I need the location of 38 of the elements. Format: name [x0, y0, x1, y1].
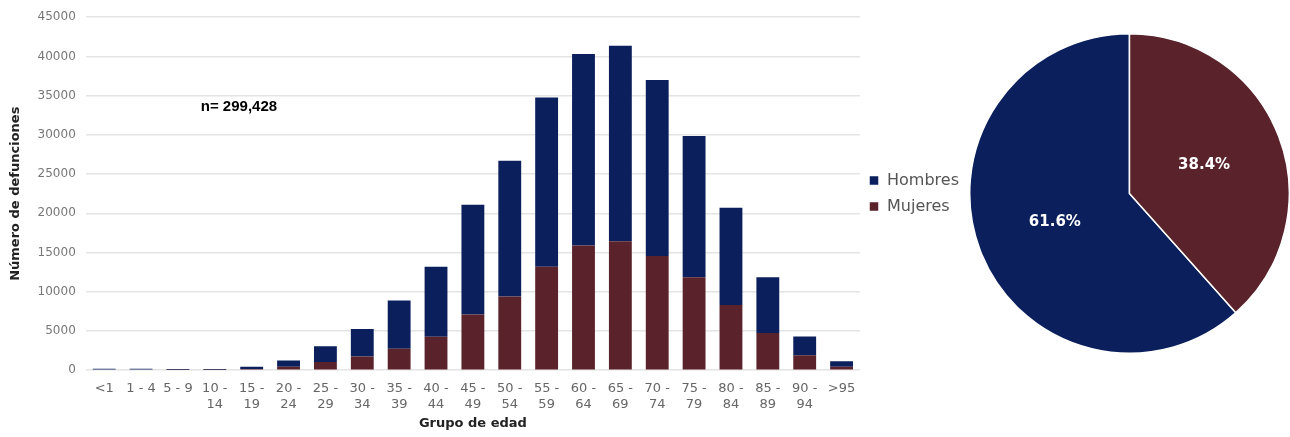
- y-tick-label: 10000: [37, 283, 76, 298]
- x-tick-label: 55 - 59: [533, 380, 560, 411]
- y-tick-label: 5000: [45, 323, 76, 338]
- x-axis-title: Grupo de edad: [418, 414, 527, 430]
- y-tick-label: 40000: [37, 48, 76, 63]
- legend-label: Hombres: [887, 169, 959, 189]
- data-label: 38.4%: [1178, 154, 1231, 173]
- data-label: 61.6%: [1028, 211, 1081, 230]
- legend-label: Mujeres: [887, 195, 950, 215]
- y-tick-label: 35000: [37, 87, 76, 102]
- y-tick-label: 15000: [37, 244, 76, 259]
- y-axis-title: Número de defunciones: [7, 106, 23, 281]
- x-tick-label: 30 - 34: [349, 380, 376, 411]
- y-tick-label: 20000: [37, 205, 76, 220]
- x-tick-label: 60 - 64: [570, 380, 597, 411]
- annotation: n= 299,428: [200, 97, 278, 115]
- x-tick-label: 20 - 24: [275, 380, 302, 411]
- x-tick-label: 35 - 39: [386, 380, 413, 411]
- x-tick-label: 90 - 94: [792, 380, 818, 411]
- x-tick-label: 50 - 54: [497, 380, 523, 411]
- x-tick-label: 80 - 84: [718, 380, 744, 411]
- x-tick-label: 25 - 29: [312, 380, 339, 411]
- x-tick-label: 70 - 74: [644, 380, 671, 411]
- x-tick-label: >95: [827, 380, 856, 396]
- x-tick-label: 45 - 49: [460, 380, 486, 411]
- x-tick-label: 5 - 9: [163, 380, 193, 396]
- y-tick-label: 30000: [37, 126, 76, 141]
- x-tick-label: 65 - 69: [607, 380, 634, 411]
- x-tick-label: 85 - 89: [755, 380, 781, 411]
- x-tick-label: <1: [94, 380, 114, 396]
- x-tick-label: 15 - 19: [238, 380, 265, 411]
- x-tick-label: 1 - 4: [126, 380, 156, 396]
- y-tick-label: 0: [68, 362, 76, 377]
- x-tick-label: 10 - 14: [202, 380, 228, 411]
- x-tick-label: 40 - 44: [423, 380, 450, 411]
- y-tick-label: 25000: [37, 166, 76, 181]
- x-tick-label: 75 - 79: [681, 380, 708, 411]
- y-tick-label: 45000: [37, 9, 76, 24]
